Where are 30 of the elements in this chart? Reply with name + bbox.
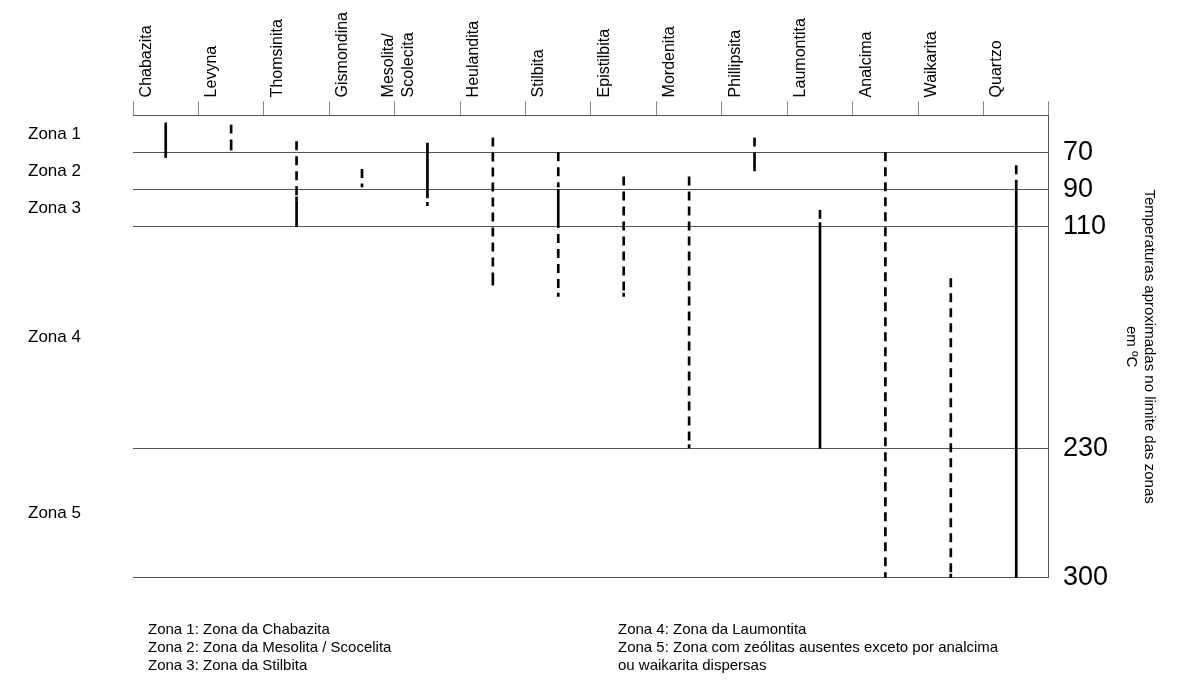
x-tick-label: Quartzo	[987, 40, 1005, 98]
text: Zona 2	[28, 160, 81, 180]
text: Zona 1: Zona da Chabazita	[148, 620, 331, 638]
x-tick-label: Gismondina	[333, 11, 351, 98]
text: Zona 3: Zona da Stilbita	[148, 656, 309, 674]
x-tick-label: Epistilbita	[594, 28, 612, 98]
x-tick-label: Waikarita	[922, 31, 940, 98]
x-tick-label: Analcima	[856, 31, 874, 98]
x-tick-label: Laumontita	[791, 18, 809, 98]
text: Zona 3	[28, 197, 81, 217]
text: Zona 5	[28, 502, 81, 522]
text: Zona 2: Zona da Mesolita / Scocelita	[148, 638, 393, 656]
x-tick-label: Stilbita	[529, 49, 547, 98]
y-tick-label: 230	[1062, 431, 1109, 462]
x-tick-label: Phillipsita	[725, 29, 743, 98]
y-tick-label: 300	[1062, 561, 1109, 592]
x-tick-label: Mordenita	[660, 26, 678, 98]
x-tick-label: Levyna	[202, 45, 220, 98]
x-tick-label: Chabazita	[136, 25, 154, 98]
text: Zona 4	[28, 327, 81, 347]
x-tick-label: Heulandita	[464, 20, 482, 98]
y-tick-label: 70	[1062, 135, 1093, 166]
text: Zona 5: Zona com zeólitas ausentes exceto por analcima ou waikarita dispersas	[618, 638, 1000, 674]
text: Zona 1	[28, 123, 81, 143]
y-tick-label: 110	[1062, 209, 1106, 240]
x-tick-label: Thomsinita	[267, 19, 285, 98]
y-axis-title: Temperaturas aproximadas no limite das zonas em ºC	[1123, 189, 1159, 504]
text: Zona 4: Zona da Laumontita	[618, 620, 808, 638]
x-tick-label: Mesolita/ Scolecita	[379, 32, 416, 98]
y-tick-label: 90	[1062, 172, 1093, 203]
